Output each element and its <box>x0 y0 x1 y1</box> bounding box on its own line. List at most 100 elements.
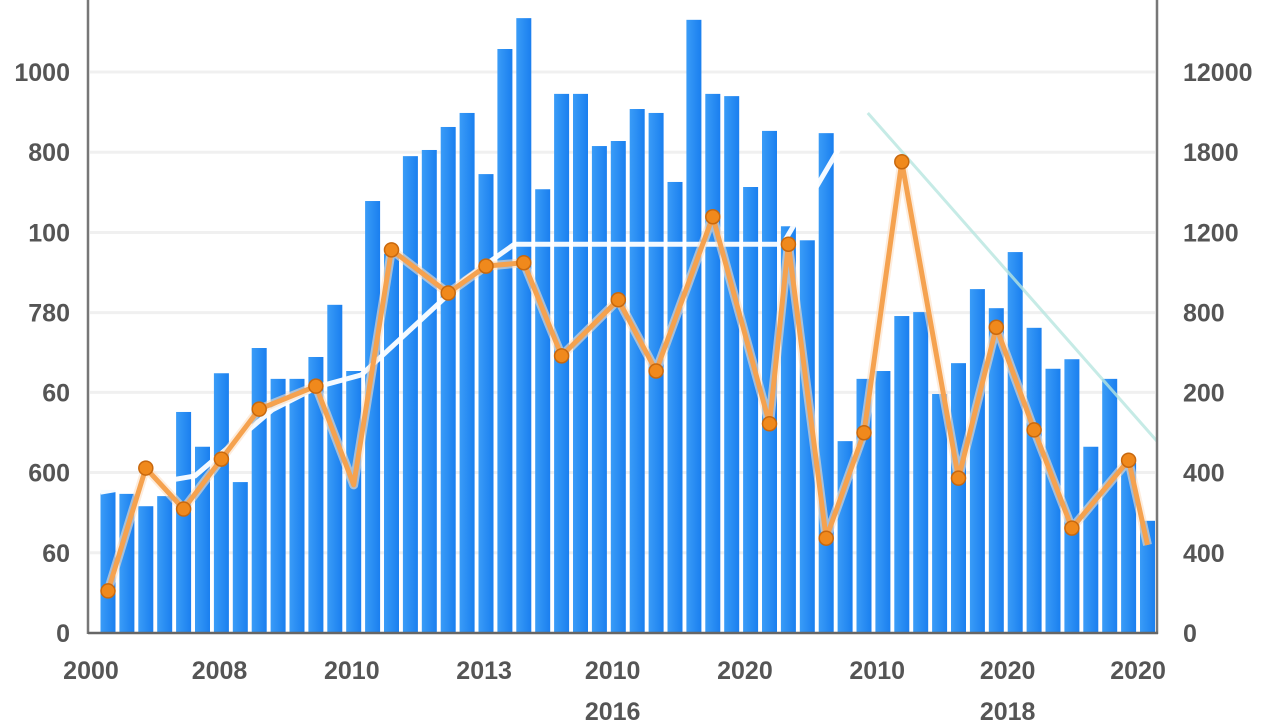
data-point-marker <box>440 285 456 301</box>
bar <box>346 371 362 633</box>
x-tick-label: 2010 <box>585 657 641 685</box>
x-tick-label-secondary: 2018 <box>980 698 1036 720</box>
bar <box>932 394 948 633</box>
x-tick-label: 2020 <box>717 657 773 685</box>
data-point-marker <box>553 348 570 364</box>
bar <box>402 156 418 633</box>
data-point-marker <box>383 242 400 258</box>
data-point-marker <box>1026 422 1042 438</box>
bar <box>988 308 1004 633</box>
data-point-marker <box>516 254 532 271</box>
x-tick-label: 2020 <box>980 657 1036 685</box>
axes <box>86 0 1159 635</box>
data-point-marker <box>648 363 664 379</box>
right-y-tick-label: 200 <box>1183 379 1225 407</box>
bar <box>213 373 229 633</box>
left-y-tick-label: 780 <box>28 300 70 328</box>
x-tick-label: 2020 <box>1110 657 1166 685</box>
bar <box>1064 359 1080 633</box>
data-point-marker <box>1064 520 1080 536</box>
left-y-tick-label: 1000 <box>14 59 70 87</box>
x-tick-label: 2010 <box>324 657 380 685</box>
left-y-tick-label: 800 <box>28 139 70 167</box>
bars <box>100 18 1155 634</box>
data-point-marker <box>988 319 1005 336</box>
bar <box>780 226 796 633</box>
bar <box>516 18 532 634</box>
bar <box>1026 327 1042 633</box>
data-point-marker <box>213 451 230 467</box>
bar <box>969 289 985 633</box>
bar <box>1102 378 1118 633</box>
x-tick-label: 2010 <box>849 657 905 685</box>
right-y-tick-label: 400 <box>1183 460 1225 488</box>
data-point-marker <box>950 470 967 486</box>
left-y-tick-label: 60 <box>42 379 70 407</box>
data-point-marker <box>894 154 910 170</box>
bar <box>705 93 721 633</box>
bar <box>1045 368 1061 633</box>
bar <box>686 19 702 633</box>
data-point-marker <box>761 415 778 432</box>
left-y-tick-label: 60 <box>42 540 70 568</box>
data-point-marker <box>1120 452 1137 468</box>
bar <box>138 506 154 633</box>
right-y-tick-label: 1800 <box>1183 139 1239 167</box>
trend-line-secondary <box>866 111 1159 443</box>
left-y-tick-label: 600 <box>28 460 70 488</box>
bar <box>251 348 267 633</box>
right-y-tick-label: 1200 <box>1183 219 1239 247</box>
bar <box>875 371 891 633</box>
x-tick-label-secondary: 2016 <box>585 698 641 720</box>
bar <box>1007 252 1023 633</box>
data-point-marker <box>175 501 192 517</box>
data-point-marker <box>610 292 627 308</box>
left-y-tick-label: 100 <box>28 219 70 247</box>
data-point-marker <box>478 258 494 274</box>
left-y-tick-label: 0 <box>56 620 70 648</box>
bar <box>308 356 324 633</box>
bar <box>327 304 343 633</box>
bar <box>478 174 494 634</box>
bar <box>591 146 607 633</box>
x-tick-label: 2008 <box>192 657 248 685</box>
bar <box>610 141 626 634</box>
data-point-marker <box>308 378 324 394</box>
bar <box>913 312 929 633</box>
right-y-tick-label: 800 <box>1183 300 1225 328</box>
bar <box>459 112 475 633</box>
right-y-tick-label: 400 <box>1183 540 1225 568</box>
data-point-marker <box>100 583 116 599</box>
bar <box>743 187 759 633</box>
lines <box>100 111 1159 599</box>
data-point-marker <box>856 424 872 441</box>
bar <box>289 378 305 633</box>
bar <box>176 411 192 633</box>
bar <box>629 109 645 633</box>
data-point-marker <box>780 236 797 252</box>
bar <box>497 48 513 633</box>
bar <box>365 201 381 633</box>
right-y-tick-label: 12000 <box>1183 59 1253 87</box>
bar <box>724 96 740 634</box>
data-point-marker <box>138 460 154 476</box>
x-tick-label: 2013 <box>456 657 512 685</box>
bar <box>573 93 588 633</box>
bar <box>232 482 248 633</box>
bar <box>1121 463 1137 633</box>
bar <box>421 149 437 633</box>
data-point-marker <box>251 401 267 417</box>
right-y-tick-label: 0 <box>1183 620 1197 648</box>
bar <box>440 126 456 633</box>
bar <box>270 378 286 633</box>
data-point-marker <box>705 208 721 225</box>
bar <box>1083 446 1099 633</box>
bar <box>667 181 683 633</box>
series-line <box>105 159 1150 592</box>
bar <box>894 316 910 633</box>
bar <box>1140 520 1155 633</box>
bar <box>157 496 173 633</box>
bar <box>951 363 966 633</box>
data-point-marker <box>818 530 834 546</box>
